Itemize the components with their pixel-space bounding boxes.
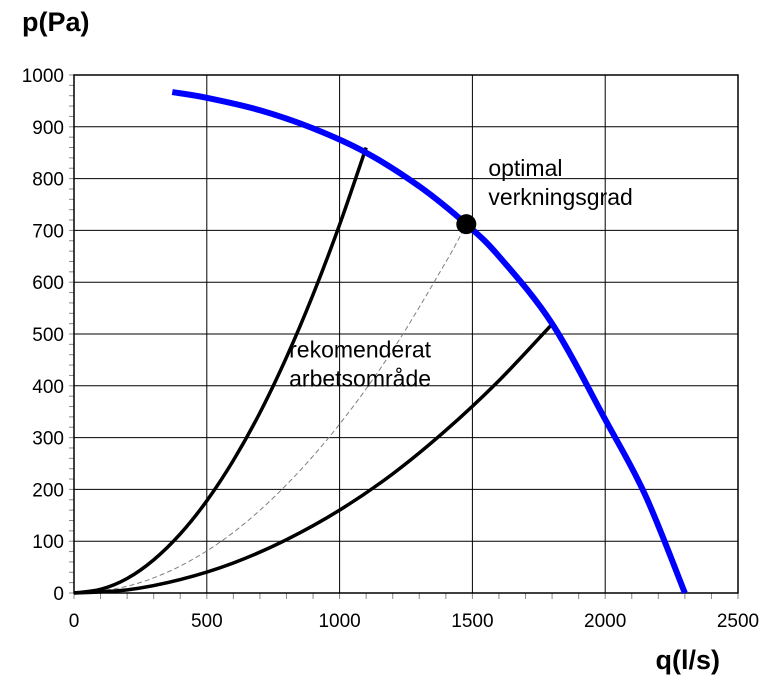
x-tick-label: 0 (69, 611, 80, 632)
annotation-line: verkningsgrad (488, 184, 632, 210)
series-line-system-curve-optimal (73, 223, 467, 594)
y-tick-label: 700 (32, 221, 64, 242)
y-tick-label: 400 (32, 377, 64, 398)
optimal-point (456, 214, 477, 235)
series-line-system-curve-upper (73, 146, 368, 595)
annotations: optimal verkningsgrad rekomenderat arbetsom… (289, 155, 633, 391)
x-axis-title: q(l/s) (656, 645, 721, 675)
y-tick-label: 600 (32, 273, 64, 294)
y-tick-label: 0 (53, 584, 64, 605)
y-tick-label: 300 (32, 429, 64, 450)
grid (73, 74, 739, 594)
x-tick-labels: 0 500 1000 1500 2000 2500 (69, 611, 759, 632)
plot-area (73, 74, 739, 594)
minor-ticks (69, 74, 739, 599)
y-tick-labels: 0 100 200 300 400 500 600 700 800 900 1000 (22, 66, 64, 605)
x-tick-label: 2000 (584, 611, 626, 632)
x-tick-label: 500 (191, 611, 223, 632)
x-tick-label: 1500 (451, 611, 493, 632)
y-tick-label: 900 (32, 118, 64, 139)
y-tick-label: 800 (32, 170, 64, 191)
x-tick-label: 1000 (318, 611, 360, 632)
annotation-line: optimal (488, 155, 562, 181)
y-tick-label: 200 (32, 480, 64, 501)
annotation-label: optimal verkningsgrad (488, 155, 632, 210)
series-line-system-curve-lower (73, 322, 554, 595)
points-layer (456, 214, 477, 235)
y-axis-title: p(Pa) (22, 7, 90, 37)
annotation-label: rekomenderat arbetsområde (289, 336, 432, 391)
y-tick-label: 1000 (22, 66, 64, 87)
y-tick-label: 100 (32, 532, 64, 553)
annotation-line: rekomenderat (289, 336, 432, 362)
x-tick-label: 2500 (717, 611, 759, 632)
annotation-line: arbetsområde (289, 365, 431, 391)
y-tick-label: 500 (32, 325, 64, 346)
